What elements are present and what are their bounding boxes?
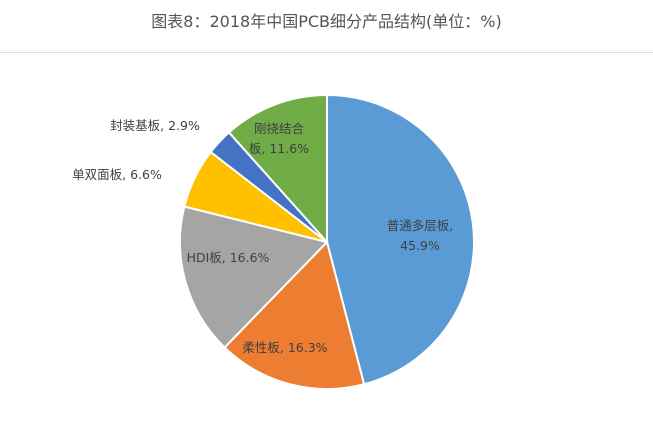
data-label-0: 普通多层板, 45.9% — [387, 218, 453, 253]
pie-slice-2 — [179, 205, 329, 349]
title-divider — [0, 52, 653, 53]
pie-slice-5 — [227, 93, 328, 245]
data-label-5: 刚挠结合板, 11.6% — [249, 121, 309, 156]
data-label-2: HDI板, 16.6% — [187, 250, 270, 265]
data-label-4: 封装基板, 2.9% — [110, 118, 200, 133]
data-label-1: 柔性板, 16.3% — [242, 340, 327, 355]
pie-slice-0 — [326, 93, 475, 386]
data-label-3: 单双面板, 6.6% — [72, 167, 162, 182]
chart-title: 图表8：2018年中国PCB细分产品结构(单位：%) — [151, 12, 502, 31]
pie-slice-1 — [223, 240, 366, 390]
